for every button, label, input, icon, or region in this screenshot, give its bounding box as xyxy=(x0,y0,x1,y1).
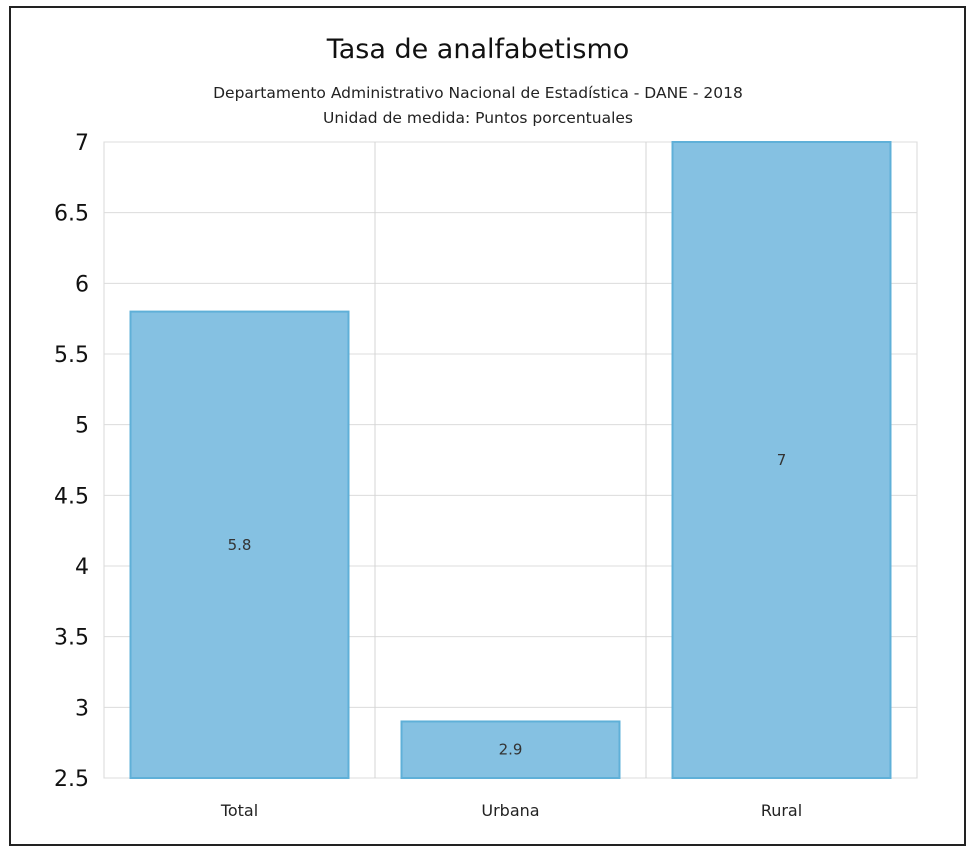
y-tick-label: 3 xyxy=(75,696,89,721)
bar-urbana xyxy=(400,720,621,780)
y-axis: 2.5 3 3.5 4 4.5 5 5.5 6 6.5 7 xyxy=(54,131,89,792)
x-tick-label-urbana: Urbana xyxy=(481,801,539,820)
chart-subtitle: Departamento Administrativo Nacional de … xyxy=(213,84,743,102)
bar-rural xyxy=(671,141,892,779)
y-tick-label: 3.5 xyxy=(54,626,89,651)
data-label-urbana: 2.9 xyxy=(499,741,523,759)
x-tick-label-total: Total xyxy=(220,801,258,820)
chart-title: Tasa de analfabetismo xyxy=(326,34,630,65)
data-label-layer: 5.8 2.9 7 xyxy=(228,451,787,759)
y-tick-label: 2.5 xyxy=(54,767,89,792)
data-label-rural: 7 xyxy=(777,451,787,469)
x-axis: Total Urbana Rural xyxy=(220,801,802,820)
y-tick-label: 4 xyxy=(75,555,89,580)
bar-layer xyxy=(129,141,892,780)
x-tick-label-rural: Rural xyxy=(761,801,802,820)
bar-total xyxy=(129,310,350,779)
y-tick-label: 4.5 xyxy=(54,484,89,509)
y-tick-label: 5.5 xyxy=(54,343,89,368)
bar-chart: Tasa de analfabetismo Departamento Admin… xyxy=(54,34,918,820)
data-label-total: 5.8 xyxy=(228,536,252,554)
chart-frame: Tasa de analfabetismo Departamento Admin… xyxy=(9,6,966,846)
y-tick-label: 7 xyxy=(75,131,89,156)
y-tick-label: 6.5 xyxy=(54,202,89,227)
chart-subtitle-unit: Unidad de medida: Puntos porcentuales xyxy=(323,109,633,127)
y-tick-label: 6 xyxy=(75,272,89,297)
y-tick-label: 5 xyxy=(75,414,89,439)
